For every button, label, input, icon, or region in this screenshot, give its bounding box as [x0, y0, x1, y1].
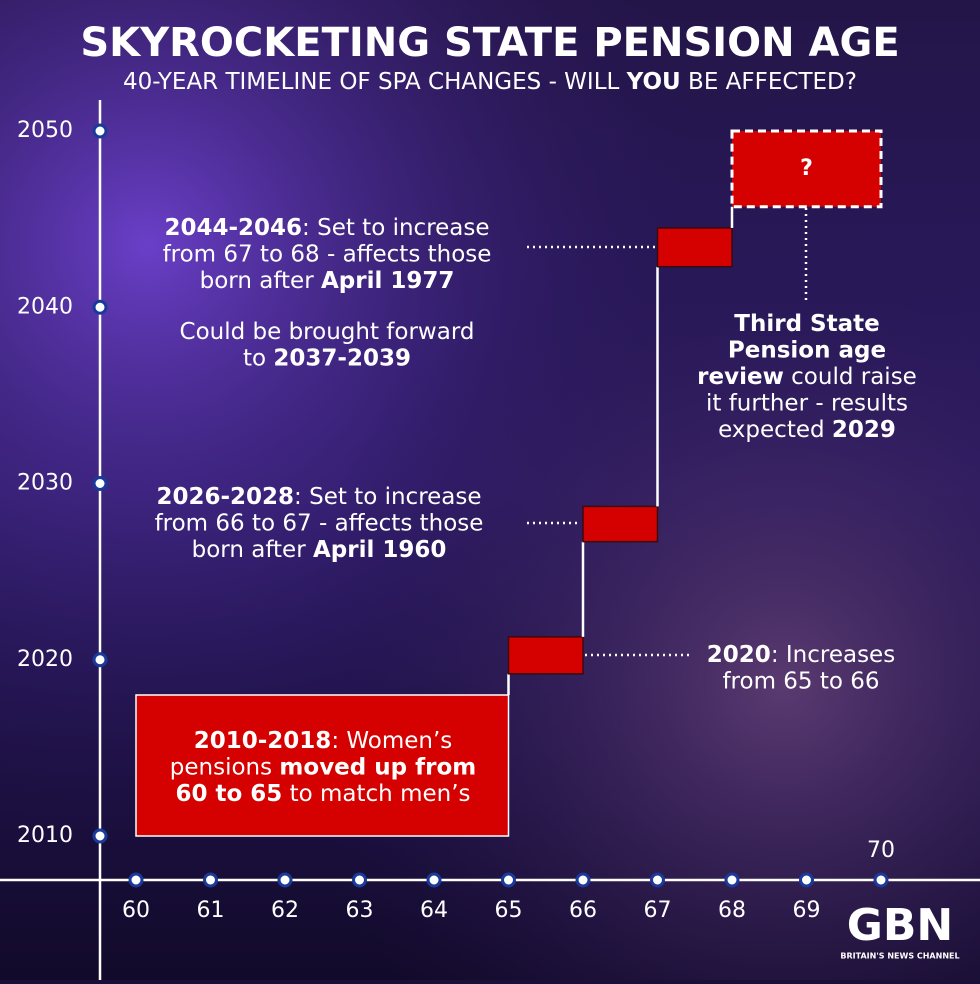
text-run: born after [200, 268, 321, 294]
x-tick-label: 69 [793, 898, 821, 923]
step-box [135, 694, 510, 837]
x-tick [128, 872, 144, 888]
y-tick [92, 828, 108, 844]
x-tick [352, 872, 367, 888]
logo: GBN [847, 900, 953, 951]
x-tick-label: 66 [569, 898, 597, 923]
annotation-line: 2010-2018: Women’s [194, 728, 453, 754]
text-run: from 66 to 67 - affects those [155, 510, 484, 536]
text-run: Could be brought forward [180, 319, 475, 345]
annotation-line: Third State [734, 311, 879, 337]
text-run: 40-YEAR TIMELINE OF SPA CHANGES - WILL [123, 69, 627, 95]
x-tick [799, 872, 814, 888]
text-run: pensions [170, 754, 280, 780]
text-run: born after [192, 537, 313, 563]
x-tick [426, 872, 442, 888]
text-run: Pension age [728, 337, 886, 363]
step-label: ? [800, 156, 813, 181]
annotation-line: 2020: Increases [707, 642, 895, 668]
y-tick [92, 476, 108, 491]
x-tick [203, 872, 218, 888]
y-tick-label: 2030 [17, 471, 73, 496]
text-run: : Set to increase [294, 484, 481, 510]
y-tick-label: 2010 [17, 823, 73, 848]
x-tick-label: 70 [867, 838, 895, 863]
x-tick [277, 872, 293, 888]
annotation-line: it further - results [706, 390, 908, 416]
annotation-line: to 2037-2039 [243, 345, 411, 371]
y-tick [92, 123, 108, 139]
text-run: : Women’s [331, 728, 452, 754]
x-tick [650, 872, 665, 888]
y-tick-label: 2050 [17, 118, 73, 143]
x-tick-label: 61 [197, 898, 225, 923]
text-run: review [697, 364, 784, 390]
x-tick-label: 65 [495, 898, 523, 923]
x-tick-label: 68 [718, 898, 746, 923]
annotation-line: expected 2029 [718, 417, 896, 443]
text-run: 60 to 65 [175, 781, 282, 807]
text-run: BE AFFECTED? [681, 69, 857, 95]
text-run: : Set to increase [302, 215, 489, 241]
text-run: YOU [626, 69, 681, 95]
text-run: from 67 to 68 - affects those [163, 241, 492, 267]
step-box [656, 227, 733, 268]
text-run: 2026-2028 [156, 484, 294, 510]
text-run: 2010-2018 [194, 728, 332, 754]
annotation-line: 60 to 65 to match men’s [175, 781, 470, 807]
text-run: could raise [784, 364, 917, 390]
x-tick-label: 63 [346, 898, 374, 923]
annotation-line: Pension age [728, 337, 886, 363]
text-run: April 1977 [321, 268, 454, 294]
annotation-line: review could raise [697, 364, 917, 390]
step-box [730, 129, 883, 209]
x-tick [724, 872, 740, 888]
text-run: : Increases [771, 642, 895, 668]
annotation-line: from 65 to 66 [722, 668, 879, 694]
y-tick-label: 2040 [17, 294, 73, 319]
annotation-line: born after April 1960 [192, 537, 447, 563]
annotation-line: born after April 1977 [200, 268, 455, 294]
annotation-line: pensions moved up from [170, 754, 476, 780]
step-box [582, 505, 659, 543]
x-tick-label: 62 [271, 898, 299, 923]
y-tick [92, 299, 108, 315]
y-tick [92, 652, 108, 668]
text-run: Third State [734, 311, 879, 337]
text-run: 2020 [707, 642, 771, 668]
annotation-line: 2026-2028: Set to increase [156, 484, 481, 510]
annotation-line: Could be brought forward [180, 319, 475, 345]
text-run: to [243, 345, 273, 371]
logo-tagline: BRITAIN'S NEWS CHANNEL [840, 952, 959, 961]
text-run: 2029 [832, 417, 896, 443]
y-tick-label: 2020 [17, 647, 73, 672]
text-run: April 1960 [313, 537, 446, 563]
x-tick-label: 67 [644, 898, 672, 923]
x-tick [501, 872, 516, 888]
annotation-line: 2044-2046: Set to increase [164, 215, 489, 241]
annotation-line: from 67 to 68 - affects those [163, 241, 492, 267]
chart-title: SKYROCKETING STATE PENSION AGE [80, 20, 899, 66]
chart-subtitle: 40-YEAR TIMELINE OF SPA CHANGES - WILL Y… [123, 69, 857, 95]
text-run: moved up from [279, 754, 476, 780]
x-tick [575, 872, 591, 888]
text-run: 2037-2039 [273, 345, 411, 371]
step-box [507, 636, 584, 675]
text-run: from 65 to 66 [722, 668, 879, 694]
x-tick-label: 60 [122, 898, 150, 923]
text-run: 2044-2046 [164, 215, 302, 241]
annotation-line: from 66 to 67 - affects those [155, 510, 484, 536]
x-tick [873, 872, 889, 888]
x-tick-label: 64 [420, 898, 448, 923]
text-run: to match men’s [282, 781, 470, 807]
text-run: it further - results [706, 390, 908, 416]
text-run: expected [718, 417, 832, 443]
